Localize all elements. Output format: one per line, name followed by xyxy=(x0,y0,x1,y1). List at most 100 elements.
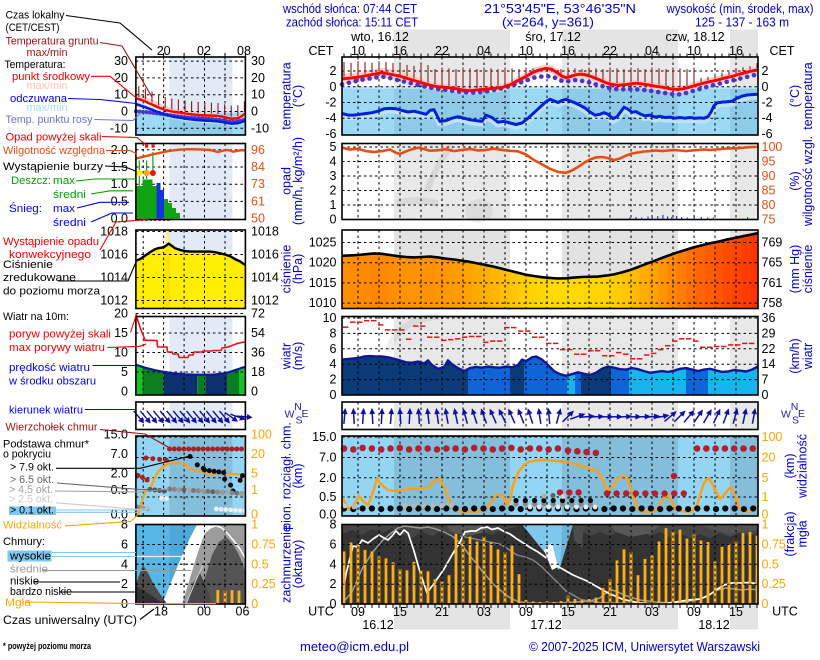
svg-text:wysokość (min, środek, max): wysokość (min, środek, max) xyxy=(666,2,814,16)
svg-text:(°C): (°C) xyxy=(788,85,802,107)
svg-text:ciśnienie: ciśnienie xyxy=(280,245,294,294)
svg-text:konwekcyjnego: konwekcyjnego xyxy=(9,249,91,261)
svg-text:0.0: 0.0 xyxy=(111,508,128,522)
svg-text:śro, 17.12: śro, 17.12 xyxy=(525,30,581,44)
svg-text:4: 4 xyxy=(330,557,337,571)
svg-text:5: 5 xyxy=(330,140,337,154)
svg-text:21: 21 xyxy=(435,605,449,619)
svg-text:0: 0 xyxy=(121,385,128,399)
svg-text:(km/h): (km/h) xyxy=(788,338,802,373)
svg-text:-6: -6 xyxy=(325,127,336,141)
svg-text:0: 0 xyxy=(121,105,128,119)
svg-text:15: 15 xyxy=(114,326,128,340)
svg-text:16: 16 xyxy=(729,44,743,58)
svg-text:20: 20 xyxy=(114,71,128,85)
svg-text:meteo@icm.edu.pl: meteo@icm.edu.pl xyxy=(300,640,409,654)
svg-text:09: 09 xyxy=(519,605,533,619)
svg-text:1020: 1020 xyxy=(309,256,337,270)
svg-text:22: 22 xyxy=(603,44,617,58)
svg-text:opad: opad xyxy=(280,167,294,195)
svg-text:(CET/CEST): (CET/CEST) xyxy=(6,22,60,34)
svg-text:21°53'45"E, 53°46'35"N: 21°53'45"E, 53°46'35"N xyxy=(484,2,636,16)
svg-text:kierunek wiatru: kierunek wiatru xyxy=(9,405,83,417)
svg-text:10: 10 xyxy=(323,311,337,325)
svg-text:10: 10 xyxy=(687,44,701,58)
svg-text:02: 02 xyxy=(197,44,211,58)
svg-text:20: 20 xyxy=(157,44,171,58)
svg-text:w środku obszaru: w środku obszaru xyxy=(8,376,96,388)
svg-text:2.0: 2.0 xyxy=(111,467,128,481)
svg-text:6: 6 xyxy=(330,342,337,356)
svg-text:(hPa): (hPa) xyxy=(291,254,305,285)
svg-text:> 4.5 okt.: > 4.5 okt. xyxy=(9,484,53,496)
svg-text:0: 0 xyxy=(762,80,769,94)
svg-text:W: W xyxy=(285,409,295,421)
svg-text:max/min: max/min xyxy=(27,102,68,114)
svg-text:N: N xyxy=(294,401,302,413)
svg-text:Czas lokalny: Czas lokalny xyxy=(6,10,65,22)
svg-text:> 7.9 okt.: > 7.9 okt. xyxy=(10,461,54,473)
svg-text:0.75: 0.75 xyxy=(762,538,786,552)
svg-text:ciśnienie: ciśnienie xyxy=(801,245,815,294)
svg-text:max porywy wiatru: max porywy wiatru xyxy=(9,342,105,354)
svg-text:4: 4 xyxy=(330,155,337,169)
svg-text:Temperatura:: Temperatura: xyxy=(5,59,66,71)
svg-text:20: 20 xyxy=(114,307,128,321)
svg-text:15.0: 15.0 xyxy=(104,427,128,441)
svg-text:29: 29 xyxy=(762,326,776,340)
svg-text:61: 61 xyxy=(251,194,265,208)
svg-text:95: 95 xyxy=(762,155,776,169)
svg-text:1018: 1018 xyxy=(100,225,128,239)
svg-text:max/min: max/min xyxy=(27,47,68,59)
svg-text:Opad powyżej skali: Opad powyżej skali xyxy=(6,132,102,144)
svg-text:-4: -4 xyxy=(762,111,773,125)
svg-text:90: 90 xyxy=(762,169,776,183)
svg-text:96: 96 xyxy=(251,143,265,157)
svg-text:W: W xyxy=(781,409,791,421)
svg-text:758: 758 xyxy=(762,296,783,310)
svg-text:14: 14 xyxy=(762,357,776,371)
svg-text:CET: CET xyxy=(309,44,334,58)
svg-text:15: 15 xyxy=(393,605,407,619)
svg-text:2: 2 xyxy=(330,64,337,78)
svg-text:(km): (km) xyxy=(783,454,797,479)
svg-text:zachód słońca: 15:11 CET: zachód słońca: 15:11 CET xyxy=(286,16,418,30)
svg-text:10: 10 xyxy=(351,44,365,58)
svg-text:769: 769 xyxy=(762,236,783,250)
svg-text:0: 0 xyxy=(251,597,258,611)
svg-text:(mm/h, kg/m²/h): (mm/h, kg/m²/h) xyxy=(291,137,305,225)
svg-text:2: 2 xyxy=(330,184,337,198)
svg-text:czw, 18.12: czw, 18.12 xyxy=(665,30,724,44)
svg-text:o pokryciu: o pokryciu xyxy=(3,449,51,461)
svg-text:odczuwana: odczuwana xyxy=(10,93,68,105)
svg-text:(x=264, y=361): (x=264, y=361) xyxy=(502,16,594,30)
svg-text:Chmury:: Chmury: xyxy=(3,536,45,548)
svg-text:80: 80 xyxy=(762,198,776,212)
svg-text:2: 2 xyxy=(330,577,337,591)
svg-text:1010: 1010 xyxy=(309,296,337,310)
svg-text:20: 20 xyxy=(251,71,265,85)
svg-text:1016: 1016 xyxy=(100,248,128,262)
svg-text:Podstawa chmur*: Podstawa chmur* xyxy=(3,439,90,451)
svg-text:18: 18 xyxy=(154,605,168,619)
svg-text:50: 50 xyxy=(251,212,265,226)
svg-text:mgła: mgła xyxy=(796,520,810,547)
svg-text:75: 75 xyxy=(762,213,776,227)
svg-text:10: 10 xyxy=(251,88,265,102)
svg-text:Wilgotność względna: Wilgotność względna xyxy=(3,145,106,157)
svg-text:-2: -2 xyxy=(762,96,773,110)
svg-text:04: 04 xyxy=(645,44,659,58)
svg-text:2.0: 2.0 xyxy=(319,471,336,485)
svg-text:wysokie: wysokie xyxy=(9,551,51,563)
svg-text:wschód słońca: 07:44 CET: wschód słońca: 07:44 CET xyxy=(282,2,417,16)
svg-text:16: 16 xyxy=(393,44,407,58)
svg-text:0.5: 0.5 xyxy=(319,490,336,504)
svg-text:Wystąpienie opadu: Wystąpienie opadu xyxy=(3,236,99,248)
svg-text:0: 0 xyxy=(762,388,769,402)
svg-text:-10: -10 xyxy=(110,121,128,135)
svg-text:wto, 16.12: wto, 16.12 xyxy=(350,30,409,44)
svg-text:1012: 1012 xyxy=(251,294,279,308)
svg-text:0.5: 0.5 xyxy=(111,483,128,497)
svg-text:prędkość wiatru: prędkość wiatru xyxy=(9,362,90,374)
svg-text:(oktanty): (oktanty) xyxy=(291,540,305,589)
